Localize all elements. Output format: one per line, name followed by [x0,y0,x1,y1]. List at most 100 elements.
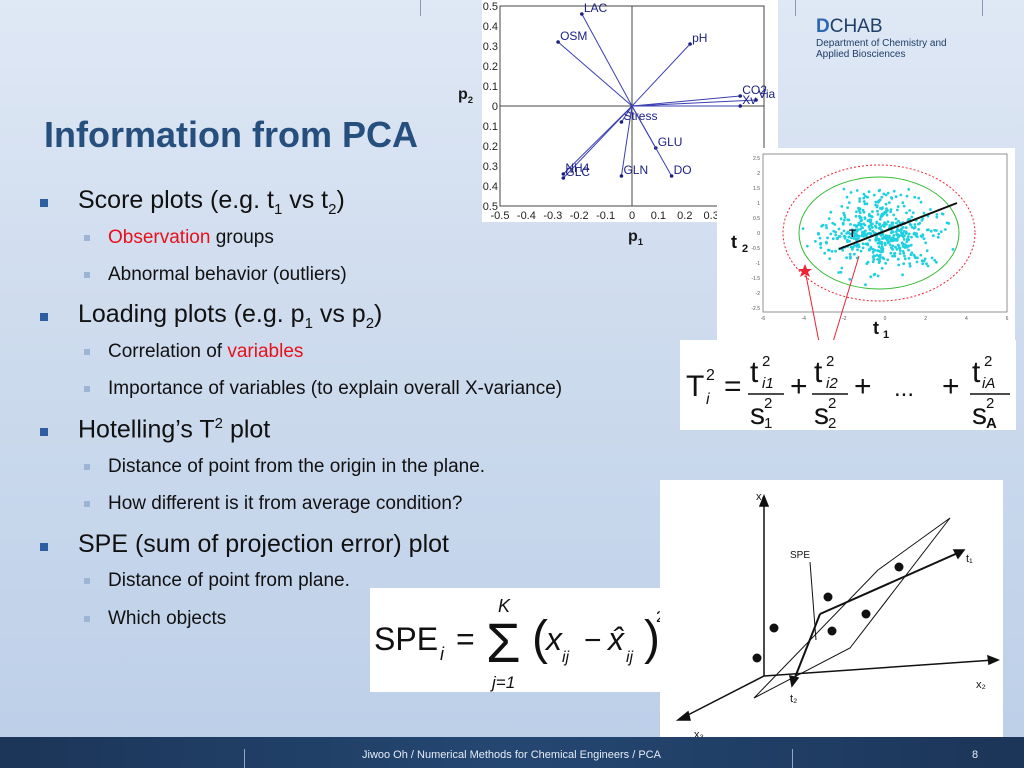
score-point [872,258,876,261]
score-ylabel: t [731,232,737,252]
score-point [910,215,914,219]
score-point [854,228,857,232]
bullet-marker [40,313,48,321]
score-point [862,234,866,238]
svg-text:x̂: x̂ [606,621,625,657]
svg-text:Σ: Σ [486,611,521,674]
score-point [849,191,853,194]
score-point [824,224,828,227]
score-point [871,210,874,213]
score-point [898,252,902,255]
score-point [861,208,865,212]
svg-text:x: x [544,621,563,657]
score-point [845,256,848,260]
score-point [875,236,878,239]
loading-xtick-label: 0.3 [704,210,719,222]
score-plot-frame [762,153,1008,313]
score-point [878,188,882,192]
score-point [850,228,854,231]
bullet-marker [40,428,48,436]
score-point [859,249,863,253]
data-point [861,609,871,619]
score-point [886,220,890,224]
score-point [887,201,891,204]
score-point [880,195,884,199]
svg-text:): ) [644,612,660,665]
score-point [898,234,902,237]
loading-vector [631,43,691,107]
score-point [842,229,846,233]
score-point [933,228,937,232]
score-point [870,215,874,219]
svg-text:2: 2 [762,353,770,370]
score-point [878,217,882,221]
score-point [891,254,894,258]
score-ytick-label: -1 [756,261,761,267]
score-point [907,232,911,236]
eq-lhs-T: T [686,370,704,403]
score-point [913,195,917,199]
score-point [874,200,878,204]
logo-line-2: Applied Biosciences [816,49,906,60]
score-point [847,201,851,204]
t-vector [838,202,958,250]
loading-plot-xlabel: p1 [628,228,644,249]
score-point [817,232,820,236]
score-point [824,240,828,244]
score-point [869,232,873,235]
loading-vector [581,13,633,107]
score-point [868,248,871,251]
score-point [840,205,844,208]
data-point [769,623,779,633]
score-point [805,244,809,248]
score-point [819,242,822,246]
score-point [843,216,847,219]
loading-xtick-label: 0.1 [651,210,666,222]
score-point [897,263,901,267]
data-point [827,626,837,636]
score-point [834,249,837,253]
score-point [908,262,912,265]
axis-t1 [819,551,961,615]
loading-ytick-label: -0.1 [482,121,498,133]
loading-vector [621,105,633,123]
score-point [929,229,933,233]
score-point [936,235,940,239]
score-point [905,245,909,249]
top-divider [982,0,983,16]
loading-vector [631,105,673,177]
score-point [926,264,930,268]
score-point [894,238,898,242]
loading-point [619,120,624,124]
score-point [894,245,897,249]
score-point [881,237,884,240]
loading-point [561,172,566,176]
score-point [888,243,892,247]
score-point [834,230,837,234]
score-point [857,245,861,249]
score-point [871,222,874,226]
score-point [913,223,917,226]
logo-mark: D [816,16,830,37]
score-point [894,195,898,199]
score-point [906,235,910,239]
score-xlabel-sub: 1 [883,329,889,341]
score-point [897,257,900,261]
score-point [840,232,843,235]
score-point [869,220,872,224]
score-point [917,222,920,226]
score-point [846,218,850,222]
score-point [853,252,856,256]
score-point [884,193,888,197]
svg-text:t: t [814,356,823,389]
loading-point [688,42,692,46]
loading-point-label: OSM [560,29,587,43]
score-point [855,224,859,228]
loading-xtick-label: 0 [629,210,635,222]
loading-vector [557,41,633,107]
score-point [849,232,853,236]
loading-ytick-label: -0.3 [482,161,498,173]
score-point [903,257,907,261]
score-point [856,228,860,231]
score-point [831,221,835,225]
